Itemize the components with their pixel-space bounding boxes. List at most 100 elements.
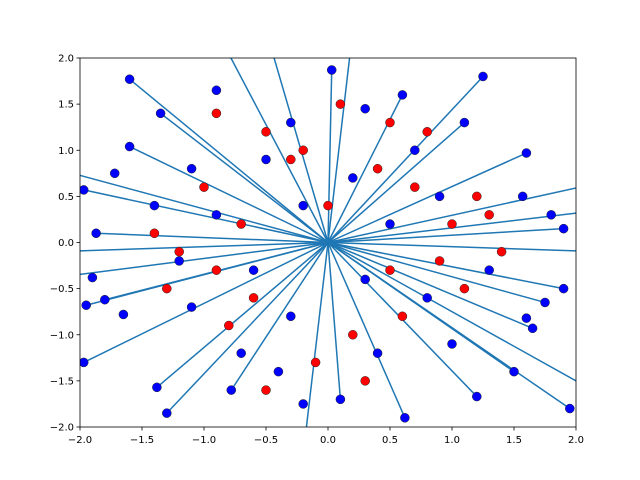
ray-line [327,241,564,290]
ray-line [327,122,465,244]
point [261,154,271,165]
point [118,309,129,320]
point [326,65,337,75]
point [410,145,420,155]
point [348,173,358,183]
point [478,71,488,82]
point [80,185,89,195]
point [517,191,528,202]
y-tick-label: 0.5 [58,192,74,203]
point [385,117,395,128]
point [100,294,110,305]
point [261,127,271,137]
point [323,200,333,211]
point [124,141,135,152]
point [459,283,470,294]
ray-line [166,241,329,414]
y-tick-label: −1.0 [50,330,74,341]
ray-line [83,241,329,364]
point [248,293,259,303]
x-tick-label: 1.5 [506,435,522,446]
point [186,302,197,312]
point [422,293,432,303]
x-tick-label: 2.0 [568,435,584,446]
point [360,103,370,114]
point [162,283,172,294]
point [521,313,532,323]
point [124,74,135,84]
point [484,265,494,275]
point [447,219,457,229]
point [459,117,470,128]
point [162,408,172,418]
ray-line [273,58,329,243]
plot-area [80,58,576,427]
ray-line [129,145,329,244]
point [186,163,197,174]
x-tick-label: 0.0 [320,435,336,446]
point [174,256,184,266]
point [372,348,383,358]
point [211,108,222,119]
x-tick-label: −1.0 [192,435,216,446]
point [236,219,246,229]
point [527,323,538,334]
point [546,210,556,220]
point [434,191,445,202]
ray-line [96,232,329,244]
point [298,145,308,155]
point [422,127,432,137]
point [174,246,184,257]
ray-line [327,241,546,304]
ray-line [327,75,484,244]
point [298,399,308,409]
point [360,376,370,386]
point [211,85,222,96]
point [155,108,166,119]
point [496,246,507,257]
ray-line [327,241,576,382]
point [81,300,91,310]
point [273,366,284,377]
point [360,274,370,285]
point [434,256,445,266]
point [521,148,532,158]
point [152,382,162,393]
ray-line [327,241,576,252]
x-tick-label: −0.5 [254,435,278,446]
ray-line [327,241,571,410]
point [80,357,89,368]
x-tick-label: 1.0 [444,435,460,446]
point [472,191,482,202]
point [385,265,395,275]
ray-line [327,242,342,400]
point [199,182,209,192]
point [484,210,494,220]
point [397,90,408,100]
ray-line [160,112,329,244]
ray-line [129,78,329,244]
point [410,182,420,192]
ray-line [230,58,329,243]
point [558,283,569,294]
point [400,413,410,423]
point [540,297,550,308]
ray-line [80,241,329,276]
y-tick-label: −0.5 [50,284,74,295]
ray-line [327,152,527,244]
point [472,391,482,402]
point [286,117,296,128]
point [248,265,259,275]
point [286,154,296,165]
point [565,403,575,414]
ray-line [230,242,329,391]
ray-line [327,242,406,419]
point [447,339,457,349]
point [348,330,358,340]
point [558,223,569,234]
point [149,200,160,211]
point [224,320,234,331]
y-tick-label: −2.0 [50,423,74,434]
